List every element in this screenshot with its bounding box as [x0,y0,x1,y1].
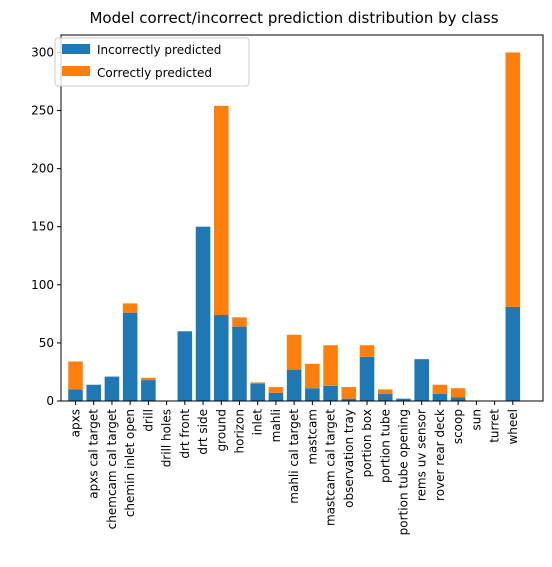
bar-correct [377,389,393,395]
y-tick-label: 50 [39,336,54,350]
legend-label-correct: Correctly predicted [97,66,212,80]
x-axis: apxs apxs cal target chemcam cal target che… [69,401,520,535]
chart-title: Model correct/incorrect prediction distr… [89,9,498,27]
y-tick-label: 150 [31,220,54,234]
x-tick-label: rover rear deck [433,409,447,501]
bar-correct [141,377,156,381]
bar-incorrect [432,394,448,401]
x-tick-label: scoop [451,409,465,444]
x-tick-label: chemin inlet open [123,409,137,517]
bar-incorrect [268,392,284,401]
bar-correct [305,363,320,389]
x-tick-label: inlet [251,409,265,436]
bar-incorrect [250,383,265,401]
bar-correct [122,303,138,313]
bar-correct [432,384,448,395]
x-tick-label: mastcam cal target [324,409,338,526]
bar-incorrect [232,326,247,401]
x-tick-label: portion tube opening [396,409,410,535]
x-tick-label: rems uv sensor [415,409,429,501]
bar-incorrect [323,385,338,401]
plot-frame [60,34,544,402]
legend-box [54,37,250,87]
x-tick-label: portion box [360,409,374,477]
bar-incorrect [377,394,393,401]
bar-incorrect [141,380,156,401]
bar-correct [323,345,338,386]
bar-incorrect [68,389,83,401]
bar-incorrect [104,376,120,401]
legend: Incorrectly predicted Correctly predicte… [54,37,250,87]
x-tick-label: drt front [178,409,192,459]
x-tick-label: portion tube [378,409,392,483]
bar-incorrect [396,398,411,401]
legend-swatch-incorrect [62,44,90,54]
bar-incorrect [177,331,193,401]
x-tick-label: horizon [232,409,246,453]
x-tick-label: mahli [269,409,283,442]
bar-incorrect [305,388,320,401]
x-tick-label: sun [469,409,483,430]
bar-correct [450,388,466,398]
x-tick-label: turret [488,409,502,443]
bar-incorrect [505,306,521,401]
x-tick-label: ground [214,409,228,451]
x-tick-label: mahli cal target [287,409,301,504]
legend-label-incorrect: Incorrectly predicted [97,43,221,57]
legend-swatch-correct [62,66,90,76]
x-tick-label: drt side [196,409,210,455]
y-tick-label: 100 [31,278,54,292]
x-tick-label: drill [141,409,155,432]
bar-incorrect [122,312,138,401]
bar-incorrect [414,359,429,401]
bar-correct [250,382,265,384]
x-tick-label: observation tray [342,409,356,508]
y-tick-label: 200 [31,162,54,176]
x-tick-label: drill holes [160,409,174,467]
bar-correct [341,387,357,399]
bar-correct [286,334,302,370]
bar-incorrect [195,226,211,401]
bar-correct [68,361,83,390]
x-tick-label: chemcam cal target [105,409,119,530]
plot-area [68,52,521,401]
bar-correct [232,317,247,327]
bar-incorrect [286,369,302,401]
bar-correct [359,345,375,357]
x-tick-label: apxs cal target [87,409,101,499]
y-tick-label: 0 [46,394,54,408]
y-tick-label: 300 [31,45,54,59]
x-tick-label: apxs [69,409,83,437]
bar-correct [213,105,229,316]
x-tick-label: mastcam [305,409,319,465]
bar-incorrect [86,384,102,401]
bar-incorrect [359,356,375,401]
x-tick-label: wheel [506,409,520,445]
y-axis: 0 50 100 150 200 250 300 [31,45,61,408]
bar-incorrect [341,398,357,401]
y-tick-label: 250 [31,104,54,118]
bar-incorrect [450,397,466,401]
bar-incorrect [213,315,229,401]
bar-correct [268,387,284,393]
bar-correct [505,52,521,307]
